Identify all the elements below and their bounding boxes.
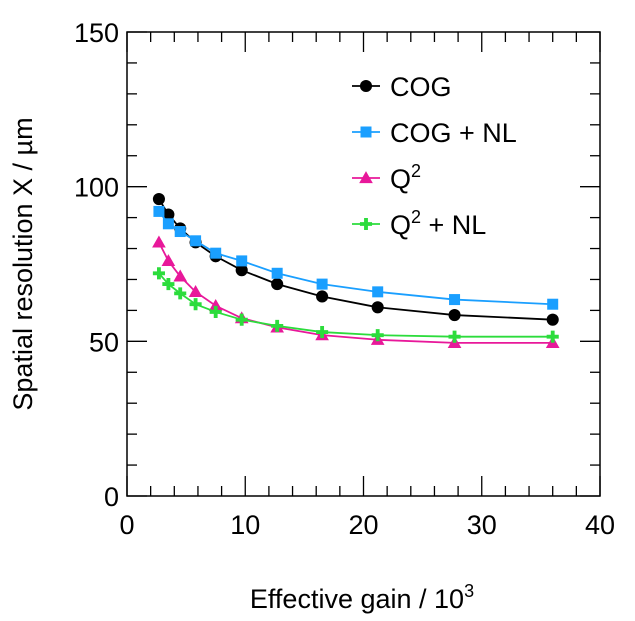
data-point-triangle <box>208 298 223 311</box>
data-point-cross <box>189 298 202 311</box>
legend-label: Q2 <box>390 161 421 194</box>
legend-entry: COG + NL <box>352 118 517 148</box>
data-point-triangle <box>161 254 176 267</box>
data-point-square <box>271 267 283 279</box>
data-point-square <box>547 298 559 310</box>
data-point-square <box>236 255 248 267</box>
tick-labels: 0 10 20 30 40 0 50 100 150 <box>74 18 615 540</box>
data-point-circle <box>316 290 329 303</box>
legend: COG COG + NL Q2 Q2 + NL <box>352 72 517 240</box>
data-point-square <box>210 247 222 259</box>
x-tick-label: 20 <box>348 510 378 540</box>
data-point-circle <box>546 313 559 326</box>
data-point-cross <box>174 287 187 300</box>
data-point-square <box>190 235 202 247</box>
data-point-circle <box>371 301 384 314</box>
y-tick-label: 0 <box>104 482 119 512</box>
legend-label: COG <box>390 72 452 102</box>
data-point-cross <box>235 313 248 326</box>
data-point-cross <box>316 326 329 339</box>
x-axis-title-sup: 3 <box>464 581 474 601</box>
x-tick-label: 10 <box>230 510 260 540</box>
data-point-circle <box>235 264 248 277</box>
data-point-cross <box>448 330 461 343</box>
data-point-triangle <box>359 171 373 184</box>
legend-entry: Q2 <box>352 161 421 194</box>
series-3 <box>152 267 559 343</box>
x-axis-title-text: Effective gain / 10 <box>250 584 464 614</box>
axis-ticks <box>126 31 601 497</box>
data-point-circle <box>271 278 284 291</box>
data-point-cross <box>162 278 175 291</box>
data-point-triangle <box>152 235 166 248</box>
series-0 <box>152 192 559 326</box>
y-tick-label: 100 <box>74 173 119 203</box>
plot-frame <box>126 31 601 497</box>
data-point-cross <box>546 330 559 343</box>
data-point-square <box>372 286 384 298</box>
series-1 <box>153 205 559 310</box>
data-point-circle <box>448 308 461 322</box>
data-point-cross <box>209 305 222 318</box>
y-tick-label: 50 <box>89 327 119 357</box>
data-point-triangle <box>188 285 203 297</box>
data-point-cross <box>359 217 373 231</box>
data-point-square <box>449 294 461 306</box>
data-point-square <box>316 278 328 290</box>
y-tick-label: 150 <box>74 18 119 48</box>
data-point-circle <box>359 79 373 93</box>
data-point-square <box>153 205 165 217</box>
legend-label: COG + NL <box>390 118 517 148</box>
x-tick-label: 40 <box>585 510 615 540</box>
y-axis-title: Spatial resolution X / µm <box>8 117 38 410</box>
legend-entry: Q2 + NL <box>352 207 486 240</box>
x-axis-title: Effective gain / 103 <box>250 581 474 614</box>
data-point-square <box>174 226 186 238</box>
legend-label: Q2 + NL <box>390 207 486 240</box>
data-point-cross <box>371 329 384 342</box>
series-layer <box>152 192 560 348</box>
data-point-triangle <box>173 269 188 282</box>
data-point-square <box>360 126 372 138</box>
data-point-cross <box>152 267 165 280</box>
data-point-circle <box>162 208 175 221</box>
legend-entry: COG <box>352 72 452 102</box>
x-tick-label: 30 <box>467 510 497 540</box>
data-point-square <box>162 218 174 230</box>
x-tick-label: 0 <box>119 510 134 540</box>
data-point-circle <box>152 192 165 206</box>
data-point-cross <box>271 319 284 332</box>
